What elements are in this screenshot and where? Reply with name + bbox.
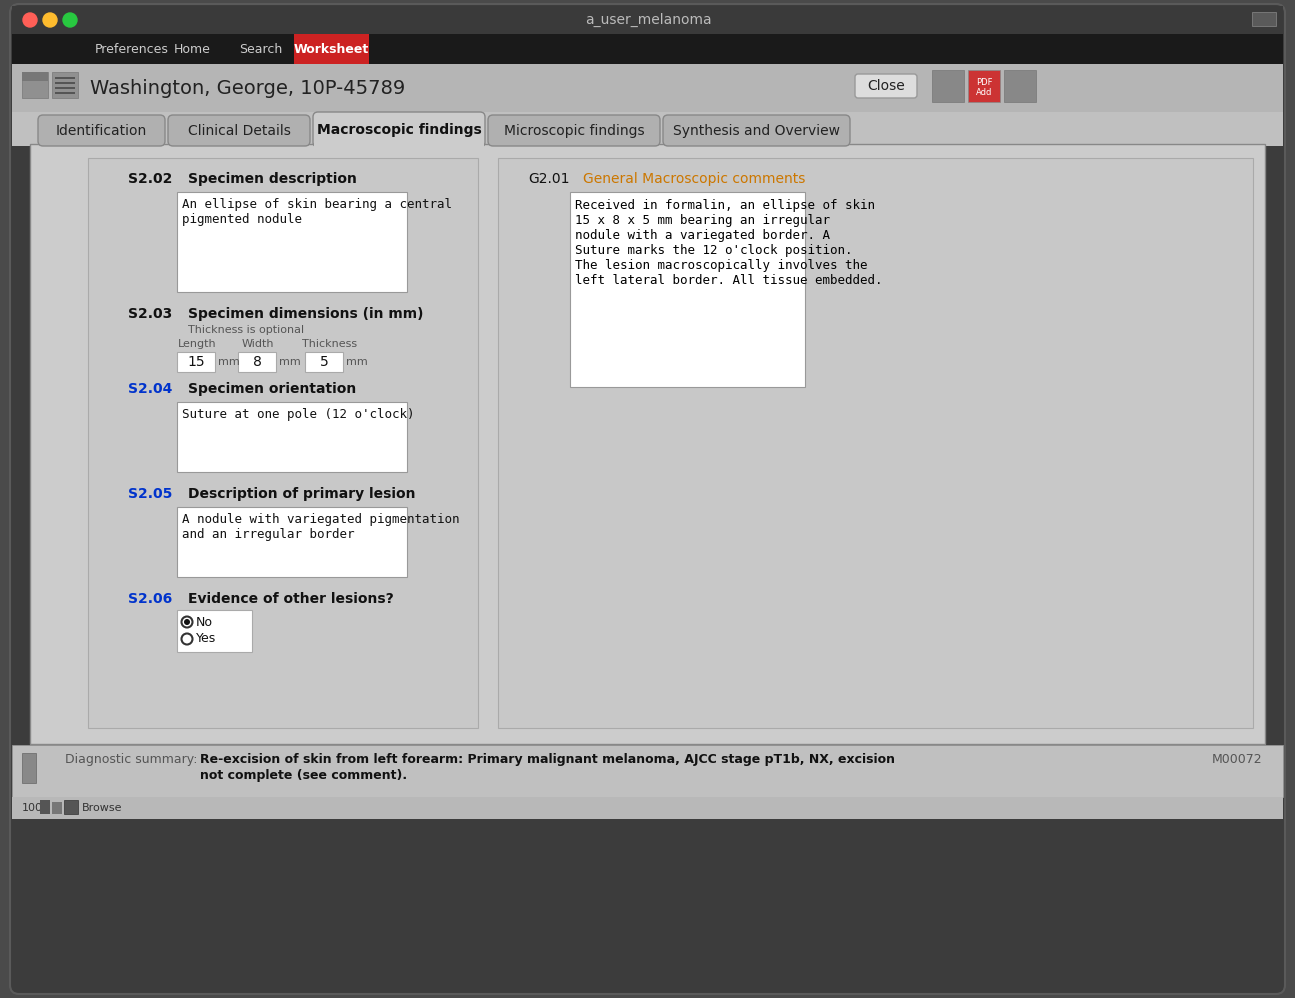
Text: S2.06: S2.06 (128, 592, 172, 606)
Text: Width: Width (242, 339, 275, 349)
Text: mm: mm (218, 357, 240, 367)
Text: Search: Search (240, 43, 282, 56)
Text: Evidence of other lesions?: Evidence of other lesions? (188, 592, 394, 606)
Text: Specimen dimensions (in mm): Specimen dimensions (in mm) (188, 307, 423, 321)
Bar (177, 610, 253, 652)
Circle shape (23, 13, 38, 27)
FancyBboxPatch shape (855, 74, 917, 98)
Text: Synthesis and Overview: Synthesis and Overview (673, 124, 840, 138)
Text: 15: 15 (188, 355, 205, 369)
Bar (54, 87, 75, 89)
Text: Suture at one pole (12 o'clock): Suture at one pole (12 o'clock) (183, 408, 414, 421)
Bar (54, 82, 75, 84)
Text: S2.03: S2.03 (128, 307, 172, 321)
Text: Specimen orientation: Specimen orientation (188, 382, 356, 396)
Bar (52, 72, 78, 98)
Bar (177, 507, 407, 577)
Bar (570, 192, 805, 387)
Text: 5: 5 (320, 355, 329, 369)
Text: Browse: Browse (82, 803, 123, 813)
Text: Worksheet: Worksheet (294, 43, 369, 56)
Bar (1252, 12, 1276, 26)
Bar (54, 77, 75, 79)
Bar (967, 70, 1000, 102)
Text: mm: mm (346, 357, 368, 367)
Text: G2.01: G2.01 (528, 172, 570, 186)
Text: S2.04: S2.04 (128, 382, 172, 396)
Text: No: No (196, 616, 212, 629)
Text: Washington, George, 10P-45789: Washington, George, 10P-45789 (89, 79, 405, 98)
Bar (40, 800, 51, 814)
Text: Diagnostic summary:: Diagnostic summary: (65, 753, 198, 766)
Bar (313, 133, 484, 148)
FancyBboxPatch shape (168, 115, 310, 146)
Bar (12, 797, 1283, 819)
Text: not complete (see comment).: not complete (see comment). (199, 769, 407, 782)
Text: Re-excision of skin from left forearm: Primary malignant melanoma, AJCC stage pT: Re-excision of skin from left forearm: P… (199, 753, 895, 766)
Circle shape (181, 617, 193, 628)
Circle shape (181, 634, 193, 645)
Text: Thickness is optional: Thickness is optional (188, 325, 304, 335)
Text: Preferences: Preferences (95, 43, 168, 56)
Text: S2.02: S2.02 (128, 172, 172, 186)
Bar (12, 34, 1283, 64)
Text: Clinical Details: Clinical Details (188, 124, 290, 138)
Bar (22, 72, 48, 98)
Text: Add: Add (976, 88, 992, 97)
Bar (22, 72, 48, 81)
Text: Thickness: Thickness (303, 339, 357, 349)
Text: S2.05: S2.05 (128, 487, 172, 501)
Bar (177, 402, 407, 472)
Bar (52, 802, 62, 814)
Text: Macroscopic findings: Macroscopic findings (316, 123, 482, 137)
Bar (177, 352, 215, 372)
Text: Microscopic findings: Microscopic findings (504, 124, 645, 138)
Bar (932, 70, 963, 102)
Text: PDF: PDF (975, 78, 992, 87)
FancyBboxPatch shape (10, 4, 1285, 994)
Text: Home: Home (174, 43, 210, 56)
Bar (12, 64, 1283, 112)
Circle shape (184, 619, 190, 625)
Bar (238, 352, 276, 372)
Circle shape (63, 13, 76, 27)
FancyBboxPatch shape (663, 115, 850, 146)
Bar (306, 352, 343, 372)
Bar (177, 192, 407, 292)
Bar (63, 800, 78, 814)
Circle shape (43, 13, 57, 27)
Text: Yes: Yes (196, 633, 216, 646)
Bar (499, 158, 1254, 728)
Bar (30, 144, 1265, 744)
Text: Specimen description: Specimen description (188, 172, 357, 186)
Bar (54, 92, 75, 94)
Bar (22, 753, 36, 783)
Bar (12, 745, 1283, 797)
Bar (88, 158, 478, 728)
Text: M00072: M00072 (1211, 753, 1263, 766)
FancyBboxPatch shape (38, 115, 164, 146)
Bar (294, 34, 369, 64)
Text: An ellipse of skin bearing a central
pigmented nodule: An ellipse of skin bearing a central pig… (183, 198, 452, 226)
Text: Description of primary lesion: Description of primary lesion (188, 487, 416, 501)
Bar (12, 6, 1283, 34)
Text: 8: 8 (253, 355, 262, 369)
FancyBboxPatch shape (313, 112, 486, 147)
Text: Identification: Identification (56, 124, 148, 138)
Text: Received in formalin, an ellipse of skin
15 x 8 x 5 mm bearing an irregular
nodu: Received in formalin, an ellipse of skin… (575, 199, 882, 287)
Text: 100: 100 (22, 803, 43, 813)
Text: A nodule with variegated pigmentation
and an irregular border: A nodule with variegated pigmentation an… (183, 513, 460, 541)
Bar (1004, 70, 1036, 102)
Text: Length: Length (177, 339, 216, 349)
Bar (12, 112, 1283, 146)
Text: a_user_melanoma: a_user_melanoma (584, 13, 711, 27)
FancyBboxPatch shape (488, 115, 660, 146)
Text: General Macroscopic comments: General Macroscopic comments (583, 172, 805, 186)
Text: Close: Close (868, 79, 905, 93)
Text: mm: mm (278, 357, 300, 367)
